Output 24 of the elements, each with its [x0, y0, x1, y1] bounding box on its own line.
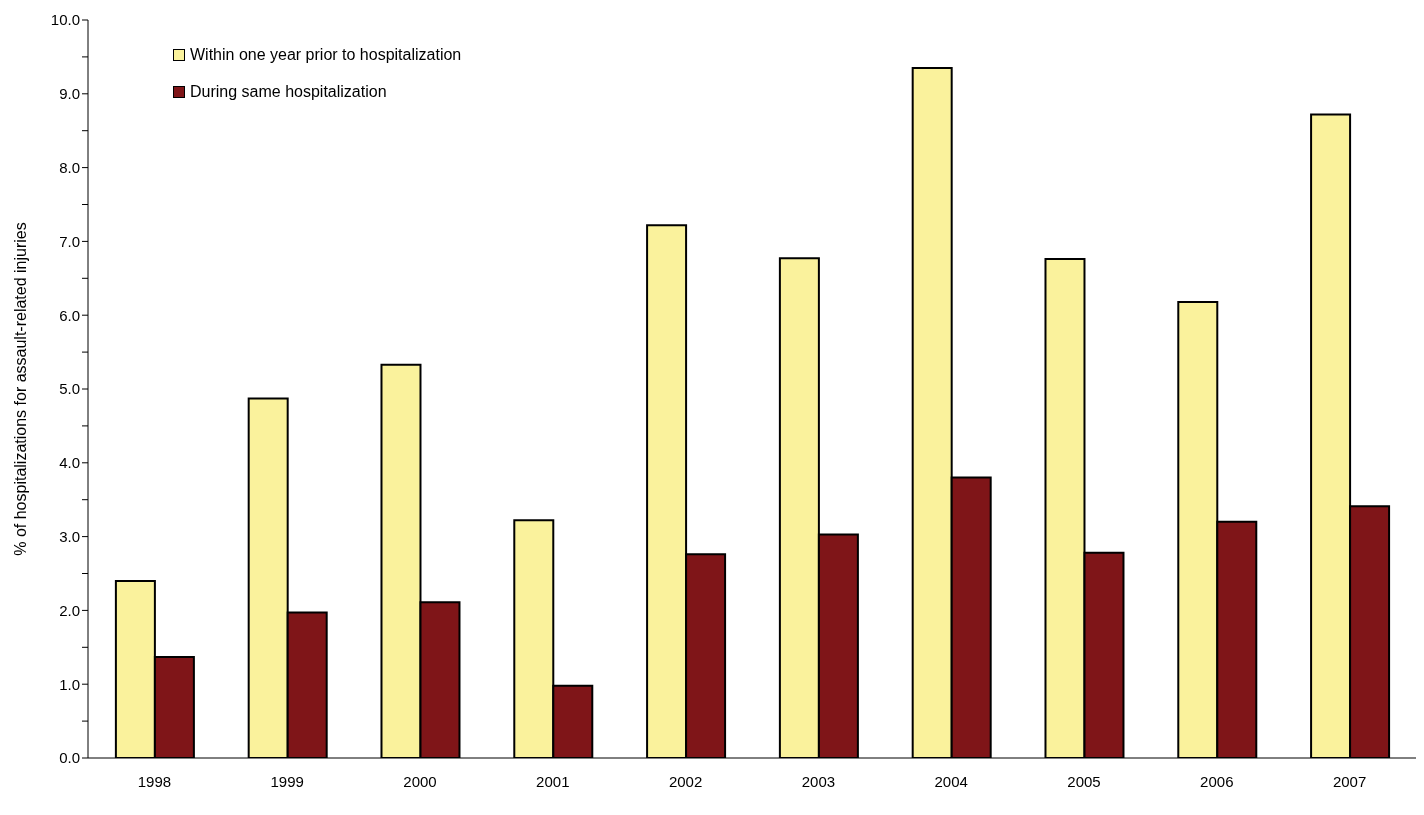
x-tick-label: 1999	[270, 772, 304, 790]
x-tick-label: 2001	[536, 772, 570, 790]
y-tick-label: 1.0	[59, 675, 80, 693]
x-tick-label: 2005	[1067, 772, 1101, 790]
y-tick-label: 3.0	[59, 527, 80, 545]
x-tick-label: 1998	[137, 772, 172, 790]
y-tick-label: 7.0	[59, 232, 80, 250]
x-tick-label: 2007	[1332, 772, 1367, 790]
x-tick-label: 2006	[1200, 772, 1234, 790]
y-tick-label: 5.0	[59, 380, 80, 398]
y-axis-title: % of hospitalizations for assault-related injuries	[11, 222, 29, 556]
y-tick-label: 9.0	[59, 85, 80, 103]
y-tick-label: 8.0	[59, 158, 80, 176]
x-tick-label: 2000	[403, 772, 437, 790]
x-tick-label: 2004	[934, 772, 968, 790]
y-tick-label: 0.0	[59, 749, 80, 767]
y-tick-label: 2.0	[59, 601, 80, 619]
y-tick-label: 10.0	[50, 11, 80, 29]
legend-label: Within one year prior to hospitalization	[190, 45, 462, 64]
x-tick-label: 2002	[668, 772, 703, 790]
y-tick-label: 6.0	[59, 306, 80, 324]
y-tick-label: 4.0	[59, 454, 80, 472]
legend-label: During same hospitalization	[190, 82, 387, 101]
x-tick-label: 2003	[801, 772, 836, 790]
